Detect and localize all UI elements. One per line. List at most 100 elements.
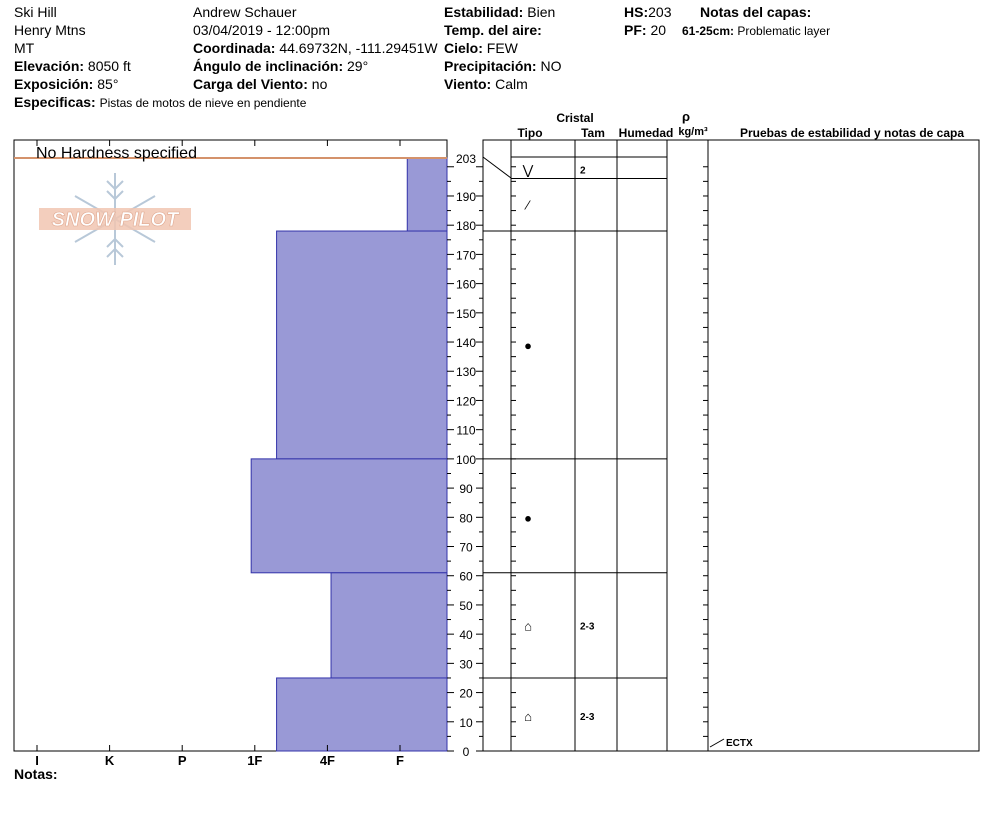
depth-tick-label: 20	[459, 687, 473, 701]
aspect-value: 85°	[97, 76, 119, 92]
coordinates-label: Coordinada:	[193, 40, 276, 56]
crystal-type-symbol: ⁄	[524, 198, 531, 213]
hardness-plot-title: No Hardness specified	[36, 145, 197, 162]
hardness-bar	[406, 157, 448, 232]
elevation-field: Elevación: 8050 ft	[14, 57, 131, 75]
depth-tick-label: 130	[456, 365, 476, 379]
hardness-bar	[250, 458, 448, 574]
crystal-table-frame	[482, 139, 980, 752]
depth-tick-label: 150	[456, 307, 476, 321]
wind-load-value: no	[311, 76, 328, 92]
stability-field: Estabilidad: Bien	[444, 3, 555, 21]
precipitation-field: Precipitación: NO	[444, 57, 561, 75]
logo-text: SNOW PILOT	[52, 209, 180, 231]
layer-note: 61-25cm: Problematic layer	[682, 22, 830, 40]
crystal-type-symbol: ⌂	[524, 709, 532, 724]
specifics-value: Pistas de motos de nieve en pendiente	[99, 96, 307, 110]
hardness-tick-label: 4F	[320, 753, 335, 768]
layer-notes-label: Notas del capas:	[700, 4, 812, 20]
crystal-type-symbol: ●	[524, 510, 532, 525]
depth-tick-label: 170	[456, 248, 476, 262]
depth-tick-label: 40	[459, 628, 473, 642]
hardness-axis: I K P 1F 4F F	[35, 140, 404, 768]
crystal-header: Cristal	[556, 111, 593, 125]
hs-value: 203	[648, 4, 672, 20]
coordinates-value: 44.69732N, -111.29451W	[279, 40, 438, 56]
type-header: Tipo	[517, 126, 542, 140]
elevation-value: 8050 ft	[87, 58, 131, 74]
depth-tick-label: 120	[456, 394, 476, 408]
snowpilot-logo: SNOW PILOT	[39, 173, 191, 265]
specifics-field: Especificas: Pistas de motos de nieve en…	[14, 93, 306, 112]
test-result-label: ECTX	[726, 738, 753, 749]
precipitation-value: NO	[540, 58, 562, 74]
hardness-tick-label: 1F	[247, 753, 262, 768]
hardness-bars	[250, 157, 448, 752]
hs-label: HS:	[624, 4, 649, 20]
tests-header: Pruebas de estabilidad y notas de capa	[740, 126, 964, 140]
crystal-type-symbol: ⌂	[524, 618, 532, 633]
depth-tick-label: 110	[456, 424, 475, 438]
observer-name: Andrew Schauer	[193, 4, 297, 20]
hardness-bar	[276, 677, 448, 752]
crystal-marks: ⋁ 2 ⁄ ● ● ⌂ 2-3 ⌂ 2-3	[522, 163, 595, 724]
air-temp-field: Temp. del aire:	[444, 21, 542, 39]
wind-label: Viento:	[444, 76, 492, 92]
hardness-bar	[330, 572, 448, 679]
crystal-size-label: 2	[580, 166, 586, 177]
specifics-label: Especificas:	[14, 94, 96, 110]
depth-tick-label: 90	[459, 482, 473, 496]
notes-label: Notas:	[14, 766, 58, 782]
coordinates-field: Coordinada: 44.69732N, -111.29451W	[193, 39, 438, 57]
crystal-type-symbol: ●	[524, 338, 532, 353]
depth-tick-label: 140	[456, 336, 476, 350]
layer-note-range: 61-25cm:	[682, 24, 735, 38]
hardness-tick-label: P	[178, 753, 187, 768]
state-name: MT	[14, 40, 35, 56]
logo-banner	[39, 208, 191, 230]
hardness-tick-label: I	[35, 753, 39, 768]
wind-value: Calm	[495, 76, 528, 92]
depth-tick-label: 50	[459, 599, 473, 613]
observation-datetime: 03/04/2019 - 12:00pm	[193, 22, 330, 38]
layer-note-text: Problematic layer	[737, 24, 831, 38]
precipitation-label: Precipitación:	[444, 58, 537, 74]
slope-angle-value: 29°	[347, 58, 369, 74]
layer-notes-title: Notas del capas:	[700, 3, 811, 21]
wind-load-label: Carga del Viento:	[193, 76, 308, 92]
test-marks: ECTX	[709, 738, 753, 749]
table-rows	[482, 156, 708, 752]
size-header: Tam	[581, 126, 605, 140]
moisture-header: Humedad	[619, 126, 674, 140]
depth-tick-label: 60	[459, 570, 473, 584]
depth-tick-label: 100	[456, 453, 476, 467]
density-symbol-header: ρ	[682, 109, 690, 124]
aspect-label: Exposición:	[14, 76, 94, 92]
depth-tick-label: 160	[456, 278, 476, 292]
pf-field: PF: 20	[624, 21, 666, 39]
depth-tick-label: 10	[459, 716, 473, 730]
notes-field: Notas:	[14, 765, 58, 783]
depth-tick-label: 180	[456, 219, 476, 233]
pf-label: PF:	[624, 22, 647, 38]
range-name: Henry Mtns	[14, 22, 86, 38]
pf-value: 20	[650, 22, 667, 38]
sky-label: Cielo:	[444, 40, 483, 56]
sky-value: FEW	[486, 40, 518, 56]
depth-tick-label: 80	[459, 511, 473, 525]
hardness-tick-label: K	[105, 753, 115, 768]
depth-tick-label: 190	[456, 190, 476, 204]
stability-value: Bien	[527, 4, 556, 20]
sky-field: Cielo: FEW	[444, 39, 518, 57]
hs-field: HS:203	[624, 3, 671, 21]
location-name: Ski Hill	[14, 4, 57, 20]
wind-field: Viento: Calm	[444, 75, 528, 93]
hardness-tick-label: F	[396, 753, 404, 768]
aspect-field: Exposición: 85°	[14, 75, 118, 93]
slope-angle-field: Ángulo de inclinación: 29°	[193, 57, 368, 75]
layer-connector	[482, 156, 512, 179]
air-temp-label: Temp. del aire:	[444, 22, 542, 38]
depth-tick-label: 0	[463, 745, 470, 759]
density-unit-header: kg/m³	[678, 126, 708, 138]
